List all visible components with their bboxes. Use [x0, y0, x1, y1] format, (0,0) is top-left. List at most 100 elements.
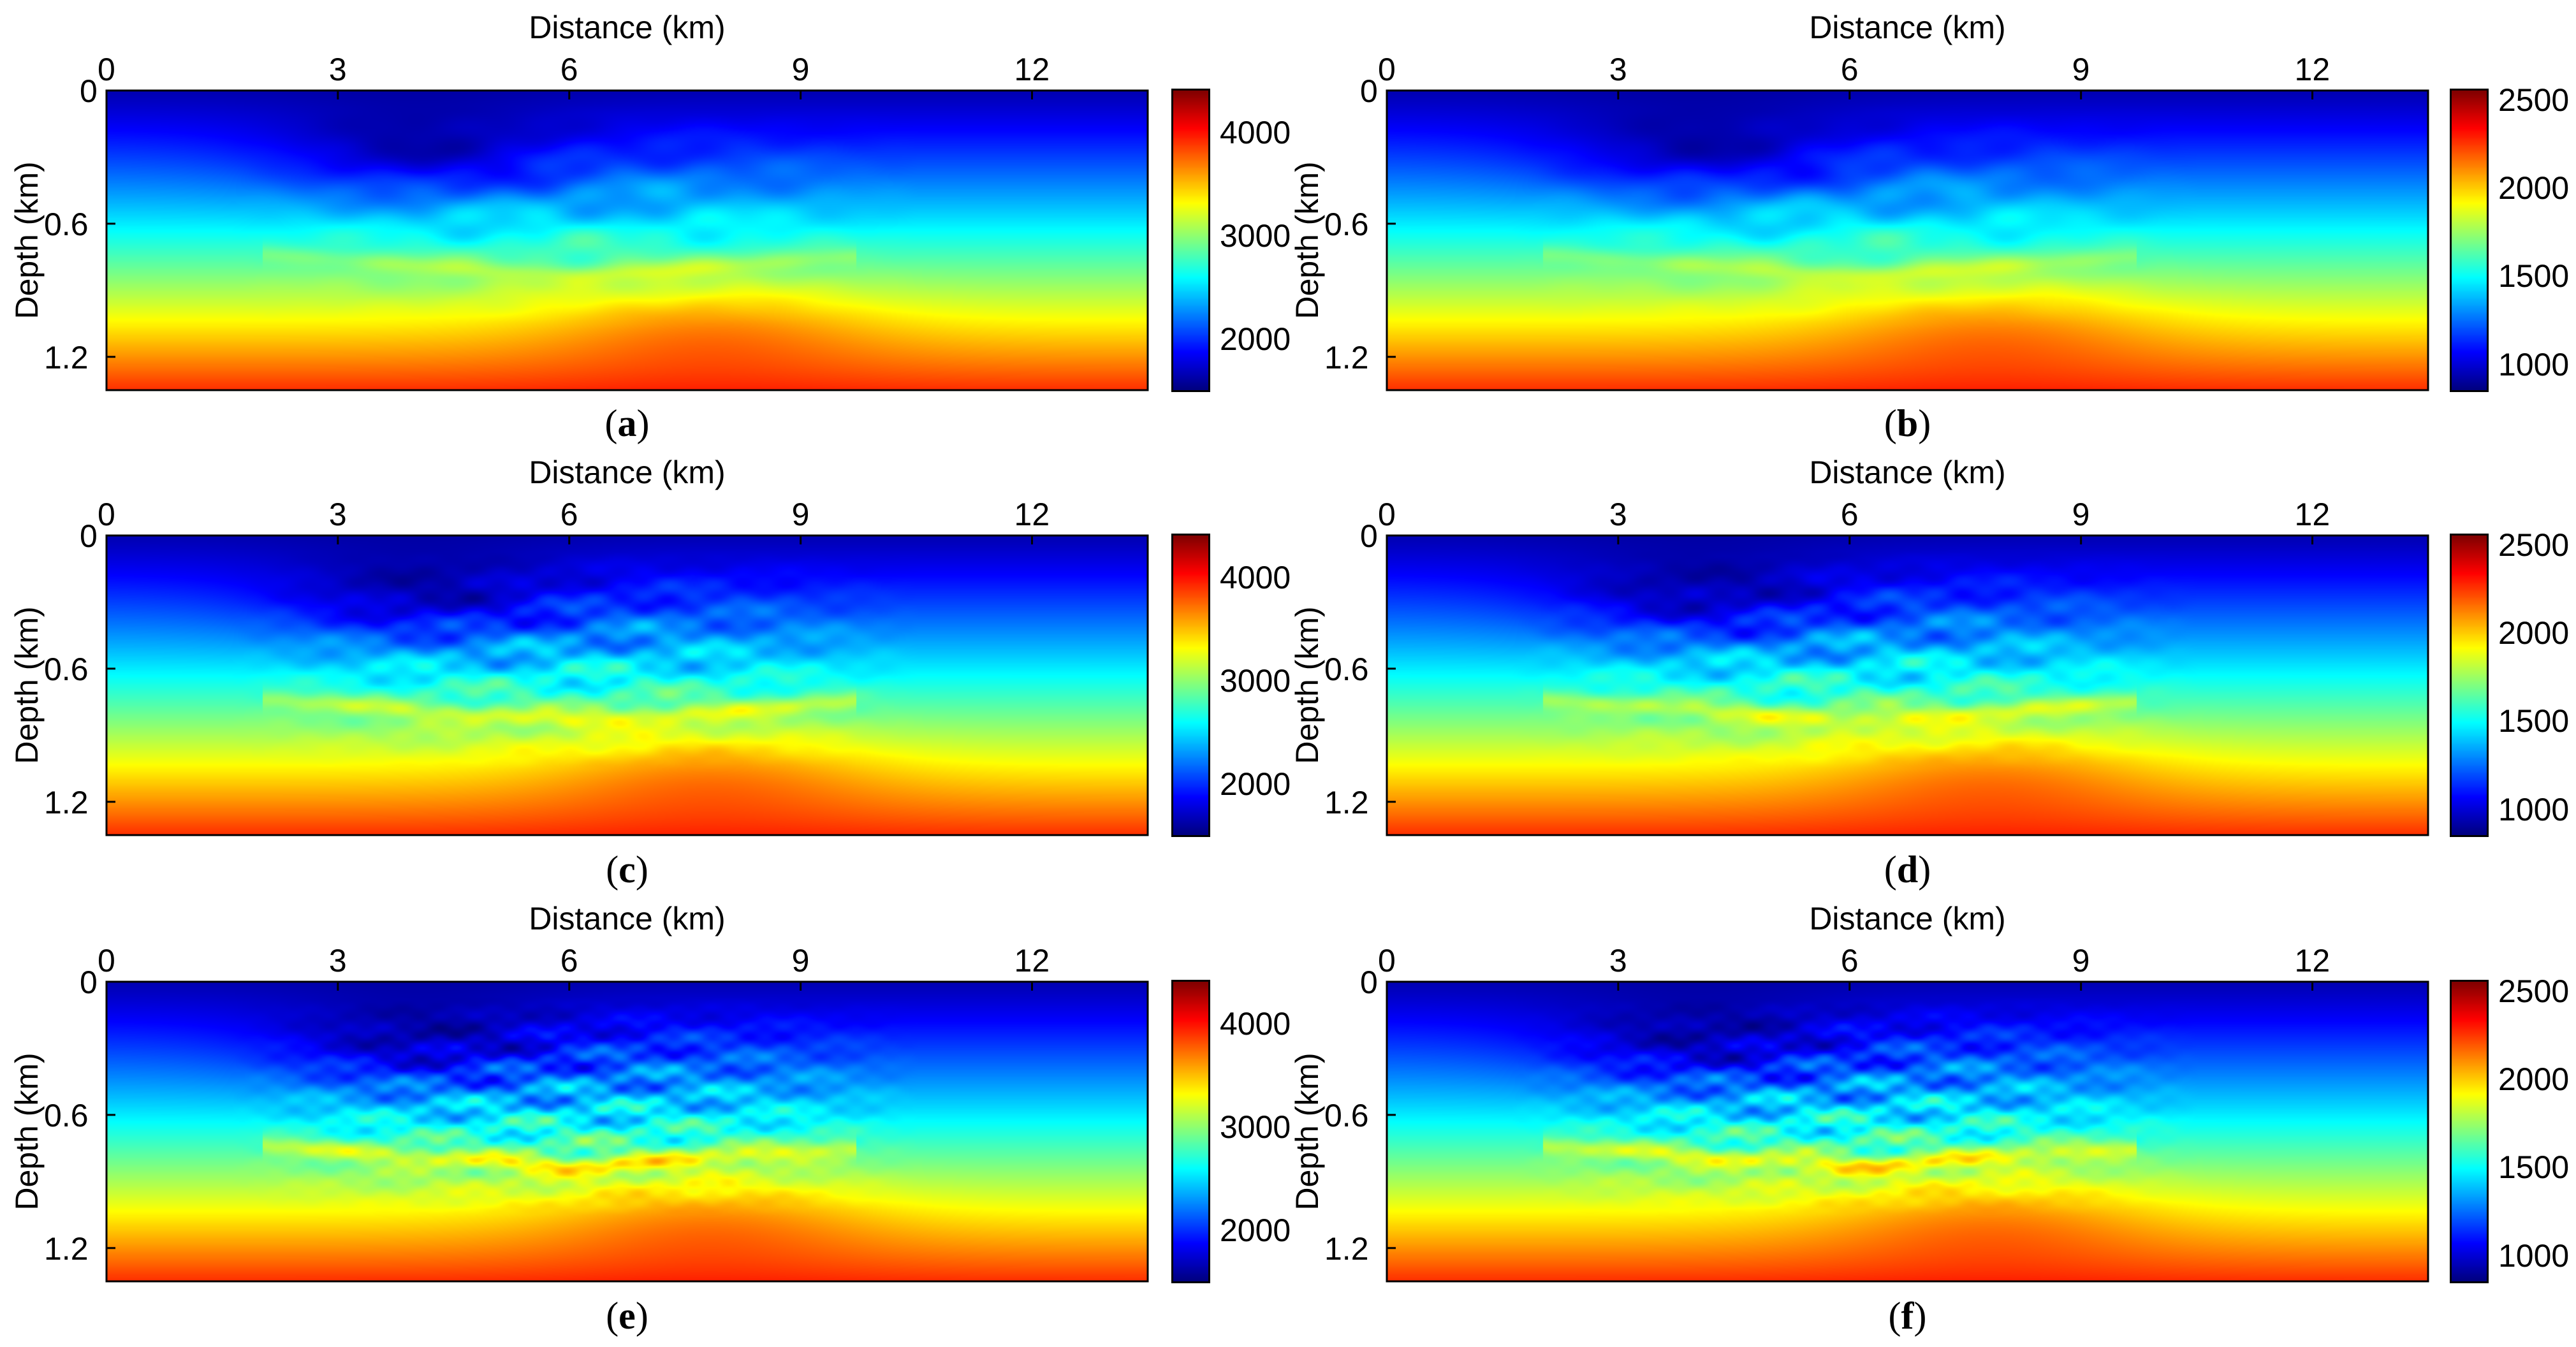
- colorbar-tick-label: 1000: [2498, 346, 2570, 382]
- colorbar-tick-label: 2000: [1220, 321, 1291, 357]
- x-tick-label: 6: [560, 497, 578, 532]
- colorbar-tick-label: 4000: [1220, 114, 1291, 150]
- caption-a: (a): [604, 402, 650, 444]
- colorbar-e: [1171, 980, 1210, 1283]
- x-tick-label: 3: [1609, 52, 1627, 87]
- y-tick-label: 1.2: [1324, 784, 1369, 820]
- plot-frame: [1386, 534, 2429, 836]
- x-axis-label: Distance (km): [1809, 10, 2006, 45]
- x-tick-label: 0: [98, 497, 115, 532]
- plot-frame: [105, 89, 1149, 391]
- x-axis-label: Distance (km): [1809, 455, 2006, 490]
- y-tick-label: 0: [1360, 518, 1378, 554]
- colorbar-tick-label: 4000: [1220, 559, 1291, 595]
- caption-letter: b: [1896, 402, 1919, 444]
- x-tick-label: 12: [2294, 52, 2331, 87]
- heatmap-c: [106, 535, 1148, 835]
- x-tick-label: 6: [1840, 497, 1859, 532]
- x-tick-label: 3: [328, 943, 347, 979]
- colorbar-tick-label: 2000: [1220, 1212, 1291, 1248]
- colorbar-tick-label: 3000: [1220, 1109, 1291, 1145]
- x-tick-label: 12: [1014, 497, 1050, 532]
- x-tick-label: 12: [1014, 52, 1050, 87]
- x-tick-label: 9: [2072, 52, 2090, 87]
- y-tick-label: 0.6: [44, 651, 89, 687]
- x-tick-label: 9: [791, 52, 810, 87]
- caption-letter: d: [1896, 848, 1919, 891]
- heatmap-d: [1387, 535, 2428, 835]
- y-tick-label: 0.6: [1324, 206, 1369, 242]
- colorbar-tick-label: 2000: [1220, 766, 1291, 802]
- y-tick-label: 0: [1360, 965, 1378, 1000]
- colorbar-a: [1171, 89, 1210, 392]
- y-axis-label: Depth (km): [1289, 1052, 1325, 1211]
- x-tick-label: 9: [791, 497, 810, 532]
- colorbar-tick-label: 3000: [1220, 217, 1291, 254]
- caption-letter: c: [618, 848, 636, 891]
- y-tick-label: 0: [1360, 73, 1378, 109]
- caption-c: (c): [606, 848, 648, 891]
- colorbar-tick-label: 2000: [2498, 1061, 2570, 1098]
- colorbar-f: [2450, 980, 2489, 1283]
- caption-b: (b): [1884, 402, 1931, 444]
- plot-frame: [1386, 89, 2429, 391]
- x-tick-label: 9: [791, 943, 810, 979]
- y-tick-label: 1.2: [44, 784, 89, 820]
- x-tick-label: 0: [1378, 52, 1396, 87]
- x-tick-label: 3: [1609, 943, 1627, 979]
- plot-frame: [1386, 980, 2429, 1283]
- x-tick-label: 6: [560, 943, 578, 979]
- x-tick-label: 12: [1014, 943, 1050, 979]
- x-tick-label: 9: [2072, 943, 2090, 979]
- x-tick-label: 0: [98, 52, 115, 87]
- x-tick-label: 12: [2294, 497, 2331, 532]
- plot-frame: [105, 534, 1149, 836]
- heatmap-b: [1387, 91, 2428, 390]
- y-tick-label: 0.6: [1324, 651, 1369, 687]
- caption-letter: e: [618, 1295, 636, 1337]
- x-tick-label: 0: [1378, 943, 1396, 979]
- y-tick-label: 0: [80, 965, 98, 1000]
- x-tick-label: 6: [560, 52, 578, 87]
- x-tick-label: 3: [328, 52, 347, 87]
- x-tick-label: 9: [2072, 497, 2090, 532]
- y-tick-label: 0.6: [44, 1097, 89, 1133]
- colorbar-tick-label: 2500: [2498, 82, 2570, 118]
- heatmap-f: [1387, 982, 2428, 1281]
- colorbar-tick-label: 3000: [1220, 662, 1291, 699]
- caption-d: (d): [1884, 848, 1931, 891]
- caption-f: (f): [1888, 1295, 1927, 1337]
- caption-letter: f: [1901, 1295, 1914, 1337]
- colorbar-d: [2450, 534, 2489, 837]
- colorbar-tick-label: 2500: [2498, 973, 2570, 1009]
- colorbar-tick-label: 4000: [1220, 1005, 1291, 1042]
- y-tick-label: 1.2: [1324, 1230, 1369, 1267]
- y-tick-label: 0: [80, 518, 98, 554]
- colorbar-b: [2450, 89, 2489, 392]
- y-tick-label: 0: [80, 73, 98, 109]
- colorbar-tick-label: 2000: [2498, 615, 2570, 652]
- caption-letter: a: [617, 402, 637, 444]
- x-axis-label: Distance (km): [529, 901, 726, 936]
- x-tick-label: 6: [1840, 943, 1859, 979]
- plot-frame: [105, 980, 1149, 1283]
- colorbar-tick-label: 2000: [2498, 170, 2570, 207]
- y-tick-label: 0.6: [44, 206, 89, 242]
- x-tick-label: 6: [1840, 52, 1859, 87]
- x-axis-label: Distance (km): [529, 10, 726, 45]
- heatmap-a: [106, 91, 1148, 390]
- colorbar-tick-label: 1000: [2498, 791, 2570, 827]
- colorbar-tick-label: 1500: [2498, 703, 2570, 739]
- x-tick-label: 0: [98, 943, 115, 979]
- x-axis-label: Distance (km): [529, 455, 726, 490]
- y-tick-label: 0.6: [1324, 1097, 1369, 1133]
- colorbar-tick-label: 1000: [2498, 1237, 2570, 1274]
- heatmap-e: [106, 982, 1148, 1281]
- y-tick-label: 1.2: [1324, 339, 1369, 375]
- x-tick-label: 3: [328, 497, 347, 532]
- colorbar-tick-label: 1500: [2498, 1149, 2570, 1186]
- x-axis-label: Distance (km): [1809, 901, 2006, 936]
